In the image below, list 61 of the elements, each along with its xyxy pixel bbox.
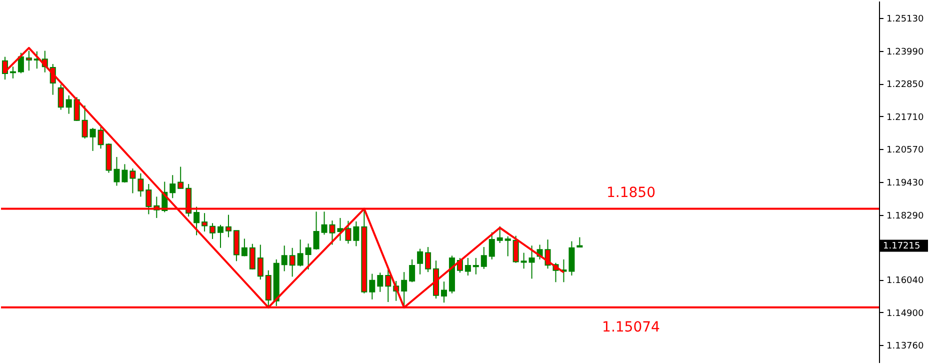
candlestick (305, 243, 312, 270)
candlestick (66, 94, 72, 114)
candlestick (576, 236, 583, 248)
y-tick-label: 1.20570 (886, 146, 924, 156)
candlestick (241, 238, 248, 257)
candlestick (377, 272, 384, 292)
candlestick (218, 224, 224, 248)
ref-line-label: 1.15074 (602, 319, 660, 336)
candlestick (440, 281, 447, 304)
candlestick (98, 126, 104, 150)
candlestick (472, 257, 479, 275)
candlestick (210, 222, 216, 240)
candlestick (170, 174, 176, 199)
candlestick (225, 214, 232, 238)
candlestick (496, 226, 503, 244)
candlestick (289, 247, 296, 278)
y-tick-label: 1.22850 (886, 80, 924, 90)
candlestick (512, 235, 519, 264)
candlestick (26, 50, 32, 72)
candlestick (385, 268, 392, 302)
y-tick-label: 1.19430 (886, 178, 924, 188)
candlestick (488, 232, 495, 260)
candlestick (178, 166, 184, 190)
candlestick (313, 211, 320, 250)
candlestick (90, 127, 96, 152)
candlestick (369, 273, 376, 300)
candlestick (401, 272, 408, 308)
candlestick (337, 217, 344, 242)
candlestick (58, 84, 64, 110)
candlestick (130, 168, 136, 194)
candlestick (504, 236, 511, 257)
ref-line-label: 1.1850 (606, 184, 656, 201)
y-tick-label: 1.21710 (886, 112, 924, 123)
candlestick (409, 258, 416, 283)
candlestick (194, 206, 200, 236)
candlestick (417, 248, 424, 275)
candlestick (345, 220, 352, 244)
y-tick-label: 1.13760 (886, 342, 924, 352)
candlestick (138, 172, 144, 198)
candlestick (480, 246, 487, 270)
candlestick (281, 245, 288, 272)
text: 1.17215 (883, 242, 920, 252)
candlestick (425, 246, 432, 273)
candlestick (202, 212, 208, 232)
y-tick-label: 1.18290 (886, 211, 924, 222)
candlestick (122, 164, 128, 184)
candlestick (353, 220, 360, 247)
candlestick (82, 104, 88, 140)
candlestick (249, 243, 256, 270)
candlestick (18, 52, 24, 74)
candlestick (520, 252, 527, 270)
candlestick (464, 257, 471, 276)
y-tick-label: 1.14900 (886, 308, 924, 319)
candlestick (257, 244, 264, 280)
candlestick (297, 239, 304, 267)
y-tick-label: 1.25130 (886, 14, 924, 24)
candlestick (74, 96, 80, 122)
y-tick-label: 1.16040 (886, 276, 924, 286)
candlestick (528, 245, 535, 280)
candlestick (568, 240, 575, 276)
y-tick-label: 1.23990 (886, 47, 924, 58)
